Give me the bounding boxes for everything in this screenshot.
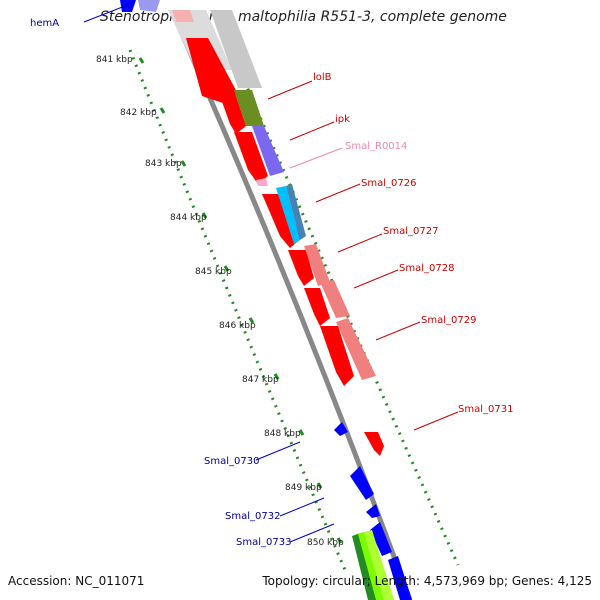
tick-label-846: 846 kbp <box>219 321 256 331</box>
genome-backbone <box>175 23 413 600</box>
feature-purple <box>252 126 284 176</box>
gene-label-smal-r0014[interactable]: Smal_R0014 <box>345 141 407 152</box>
genome-summary: Topology: circular; Length: 4,573,969 bp… <box>262 574 592 588</box>
gene-label-smal-0730[interactable]: Smal_0730 <box>204 456 259 467</box>
tick-label-842: 842 kbp <box>120 108 157 118</box>
gene-label-smal-0733[interactable]: Smal_0733 <box>236 537 291 548</box>
gene-forward-8 <box>364 432 384 456</box>
tick-label-847: 847 kbp <box>242 375 279 385</box>
gene-label-smal-0728[interactable]: Smal_0728 <box>399 263 454 274</box>
accession-label: Accession: NC_011071 <box>8 574 145 588</box>
gene-reverse-3 <box>366 504 380 518</box>
tick-label-841: 841 kbp <box>96 55 133 65</box>
gene-light-1 <box>304 244 330 286</box>
gene-label-lolB[interactable]: lolB <box>313 72 332 83</box>
tick-label-844: 844 kbp <box>170 213 207 223</box>
gene-forward-6 <box>304 288 330 326</box>
gene-green-2 <box>364 530 394 600</box>
gene-reverse-top <box>120 0 136 12</box>
tick-label-845: 845 kbp <box>195 267 232 277</box>
gene-label-smal-0731[interactable]: Smal_0731 <box>458 404 513 415</box>
gene-light-2 <box>320 280 350 318</box>
gene-reverse-1 <box>334 422 348 436</box>
gene-label-smal-0732[interactable]: Smal_0732 <box>225 511 280 522</box>
gene-reverse-2 <box>350 466 374 500</box>
gene-label-hemA[interactable]: hemA <box>30 18 59 29</box>
gene-label-ipk[interactable]: ipk <box>335 114 350 125</box>
gene-label-smal-0726[interactable]: Smal_0726 <box>361 178 416 189</box>
feature-olive <box>234 90 264 126</box>
gene-green-3 <box>352 534 376 600</box>
feature-steelblue <box>286 184 306 240</box>
tick-label-850: 850 kbp <box>307 538 344 548</box>
tick-label-848: 848 kbp <box>264 429 301 439</box>
gene-forward-1 <box>186 38 238 104</box>
gene-forward-5 <box>288 250 314 286</box>
feature-gray-top-right <box>210 10 262 88</box>
gene-label-smal-0729[interactable]: Smal_0729 <box>421 315 476 326</box>
gene-light-3 <box>336 318 376 380</box>
feature-pink-top <box>172 10 194 22</box>
tick-label-849: 849 kbp <box>285 483 322 493</box>
gene-reverse-5 <box>388 556 412 600</box>
gene-reverse-4 <box>370 522 392 556</box>
gene-forward-7 <box>320 326 354 386</box>
label-leaders <box>83 3 459 543</box>
gene-forward-2 <box>220 96 246 134</box>
gene-green-1 <box>356 532 384 600</box>
gene-forward-3 <box>234 132 268 184</box>
tick-label-843: 843 kbp <box>145 159 182 169</box>
feature-blue-top <box>138 0 160 12</box>
gene-label-smal-0727[interactable]: Smal_0727 <box>383 226 438 237</box>
feature-cyan <box>276 186 300 244</box>
major-ticks <box>138 57 343 544</box>
feature-rna-pink <box>256 178 268 186</box>
